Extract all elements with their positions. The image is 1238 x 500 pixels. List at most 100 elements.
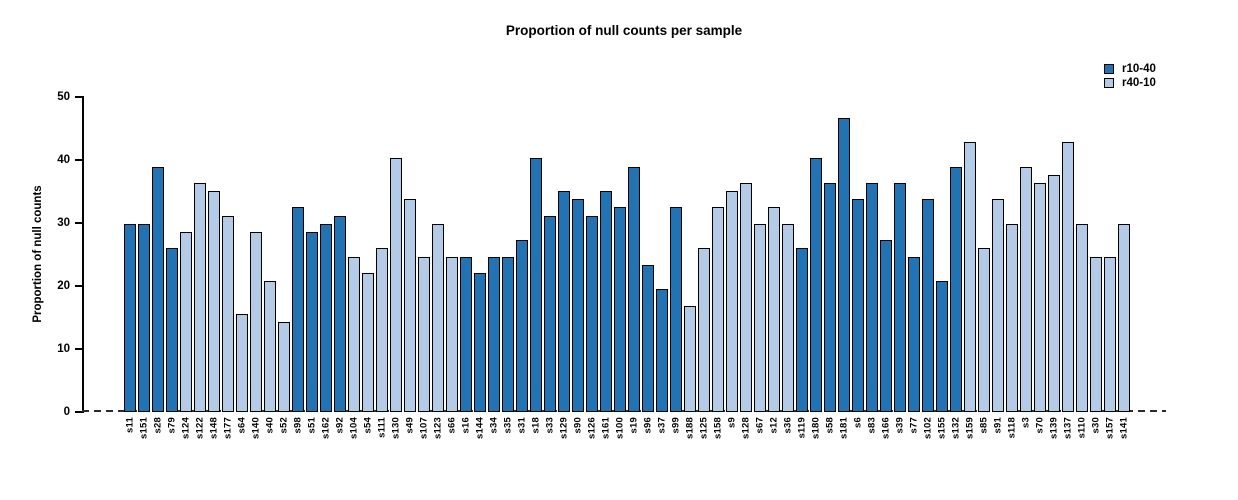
x-tick-cell: s158 [712,417,724,475]
x-tick-label-s28: s28 [152,417,164,434]
legend-item-r10-40: r10-40 [1104,62,1156,76]
x-tick-cell: s51 [306,417,318,475]
x-tick-cell: s130 [390,417,402,475]
x-tick-label-s40: s40 [264,417,276,434]
x-tick-label-s118: s118 [1006,417,1018,439]
x-tick-label-s96: s96 [642,417,654,434]
x-tick-label-s102: s102 [922,417,934,439]
x-tick-label-s126: s126 [586,417,598,439]
bar-s158 [712,207,724,412]
x-tick-label-s12: s12 [768,417,780,434]
x-tick-cell: s100 [614,417,626,475]
x-tick-cell: s155 [936,417,948,475]
y-tick-label-50: 50 [57,91,70,103]
x-tick-cell: s159 [964,417,976,475]
bar-s166 [880,240,892,412]
bar-s98 [292,207,304,412]
x-tick-cell: s6 [852,417,864,475]
y-tick-mark [75,348,82,350]
bar-s137 [1062,142,1074,412]
x-tick-cell: s126 [586,417,598,475]
x-tick-label-s157: s157 [1104,417,1116,439]
x-tick-label-s64: s64 [236,417,248,434]
legend-label-r10-40: r10-40 [1122,63,1156,75]
x-tick-cell: s11 [124,417,136,475]
bar-s37 [656,289,668,412]
x-tick-label-s3: s3 [1020,417,1032,428]
bar-s125 [698,248,710,412]
x-tick-label-s39: s39 [894,417,906,434]
x-tick-label-s99: s99 [670,417,682,434]
x-tick-cell: s157 [1104,417,1116,475]
x-tick-label-s111: s111 [376,417,388,438]
x-tick-label-s37: s37 [656,417,668,434]
bar-s130 [390,158,402,412]
bar-s79 [166,248,178,412]
bar-s77 [908,256,920,412]
x-axis-labels: s11 s151 s28 s79 s124 s122 s148 s177 s64 s140 s40 s… [124,417,1130,475]
x-tick-label-s110: s110 [1076,417,1088,439]
y-axis-line [82,96,84,413]
bar-s19 [628,166,640,412]
bar-s6 [852,199,864,412]
x-tick-cell: s34 [488,417,500,475]
bar-s110 [1076,223,1088,412]
legend-swatch-r10-40 [1104,64,1114,74]
x-tick-label-s132: s132 [950,417,962,439]
x-tick-label-s66: s66 [446,417,458,434]
bar-s70 [1034,182,1046,412]
y-tick-label-30: 30 [57,217,70,229]
bar-s124 [180,232,192,412]
bar-s122 [194,182,206,412]
x-tick-cell: s37 [656,417,668,475]
x-tick-cell: s166 [880,417,892,475]
x-tick-cell: s83 [866,417,878,475]
bar-s96 [642,264,654,412]
bar-s12 [768,207,780,412]
bar-s83 [866,182,878,412]
x-tick-cell: s30 [1090,417,1102,475]
x-tick-label-s188: s188 [684,417,696,439]
bar-s119 [796,248,808,412]
y-tick-mark [75,159,82,161]
x-tick-cell: s39 [894,417,906,475]
bar-s39 [894,182,906,412]
x-tick-cell: s67 [754,417,766,475]
x-tick-cell: s33 [544,417,556,475]
bar-s148 [208,191,220,412]
bar-s64 [236,313,248,412]
bar-s123 [432,223,444,412]
bar-s100 [614,207,626,412]
x-tick-label-s67: s67 [754,417,766,434]
x-tick-label-s139: s139 [1048,417,1060,439]
bar-s16 [460,256,472,412]
bar-s49 [404,199,416,412]
x-tick-label-s90: s90 [572,417,584,434]
x-tick-cell: s123 [432,417,444,475]
x-tick-cell: s188 [684,417,696,475]
x-tick-label-s181: s181 [838,417,850,439]
bar-s159 [964,142,976,412]
x-tick-label-s33: s33 [544,417,556,434]
x-tick-label-s31: s31 [516,417,528,434]
x-tick-cell: s92 [334,417,346,475]
x-tick-cell: s96 [642,417,654,475]
bar-s30 [1090,256,1102,412]
bar-s33 [544,215,556,412]
x-tick-label-s51: s51 [306,417,318,434]
x-tick-cell: s66 [446,417,458,475]
x-tick-cell: s102 [922,417,934,475]
bar-s85 [978,248,990,412]
x-tick-cell: s119 [796,417,808,475]
x-tick-cell: s58 [824,417,836,475]
x-tick-label-s166: s166 [880,417,892,439]
x-tick-cell: s3 [1020,417,1032,475]
x-tick-cell: s91 [992,417,1004,475]
bar-s155 [936,281,948,412]
x-tick-cell: s36 [782,417,794,475]
x-tick-cell: s148 [208,417,220,475]
x-tick-cell: s19 [628,417,640,475]
bar-s67 [754,223,766,412]
x-tick-label-s6: s6 [852,417,864,428]
x-tick-label-s79: s79 [166,417,178,434]
